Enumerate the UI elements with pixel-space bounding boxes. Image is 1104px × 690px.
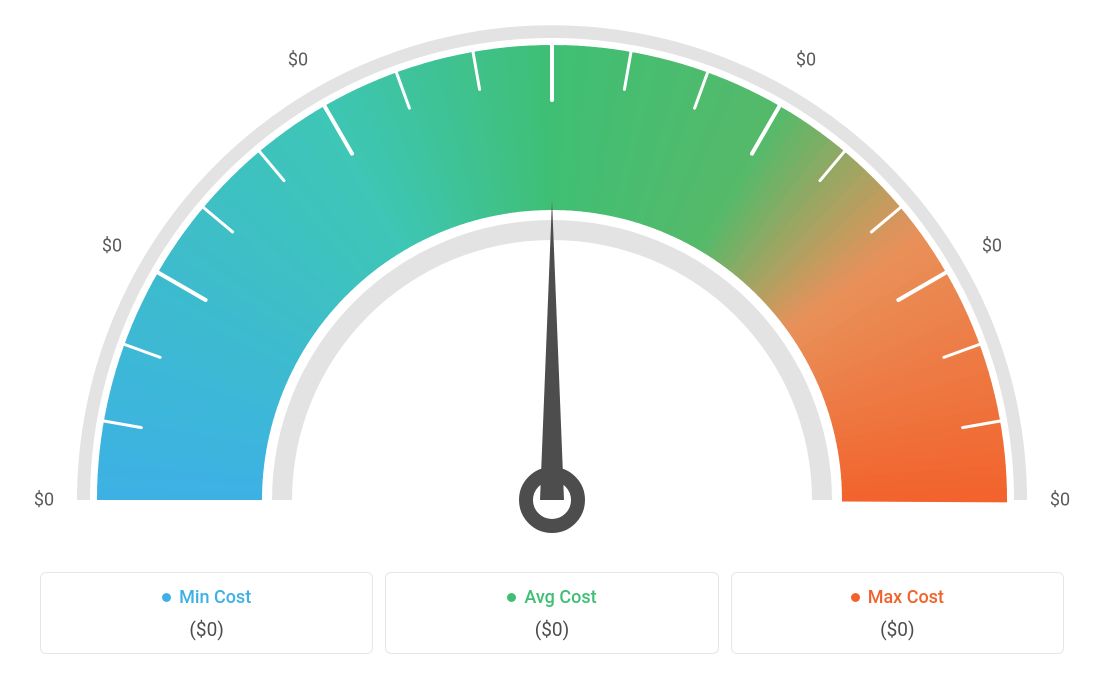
gauge-chart: $0 $0 $0 $0 $0 $0 $0 [0,0,1104,560]
gauge-scale-label: $0 [542,0,562,3]
legend-dot-min [162,593,171,602]
gauge-scale-label: $0 [288,50,308,71]
legend-label-max: Max Cost [868,587,944,608]
gauge-svg [0,0,1104,560]
legend-value-max: ($0) [742,618,1053,641]
legend-title-avg: Avg Cost [507,587,596,608]
legend-title-max: Max Cost [851,587,944,608]
legend-card-avg: Avg Cost ($0) [385,572,718,654]
gauge-scale-label: $0 [34,490,54,511]
legend-label-avg: Avg Cost [524,587,596,608]
legend-row: Min Cost ($0) Avg Cost ($0) Max Cost ($0… [40,572,1064,654]
legend-card-min: Min Cost ($0) [40,572,373,654]
legend-title-min: Min Cost [162,587,251,608]
legend-dot-max [851,593,860,602]
legend-value-min: ($0) [51,618,362,641]
gauge-scale-label: $0 [1050,490,1070,511]
legend-card-max: Max Cost ($0) [731,572,1064,654]
legend-label-min: Min Cost [179,587,251,608]
gauge-scale-label: $0 [796,50,816,71]
legend-value-avg: ($0) [396,618,707,641]
legend-dot-avg [507,593,516,602]
gauge-scale-label: $0 [102,236,122,257]
gauge-scale-label: $0 [982,236,1002,257]
